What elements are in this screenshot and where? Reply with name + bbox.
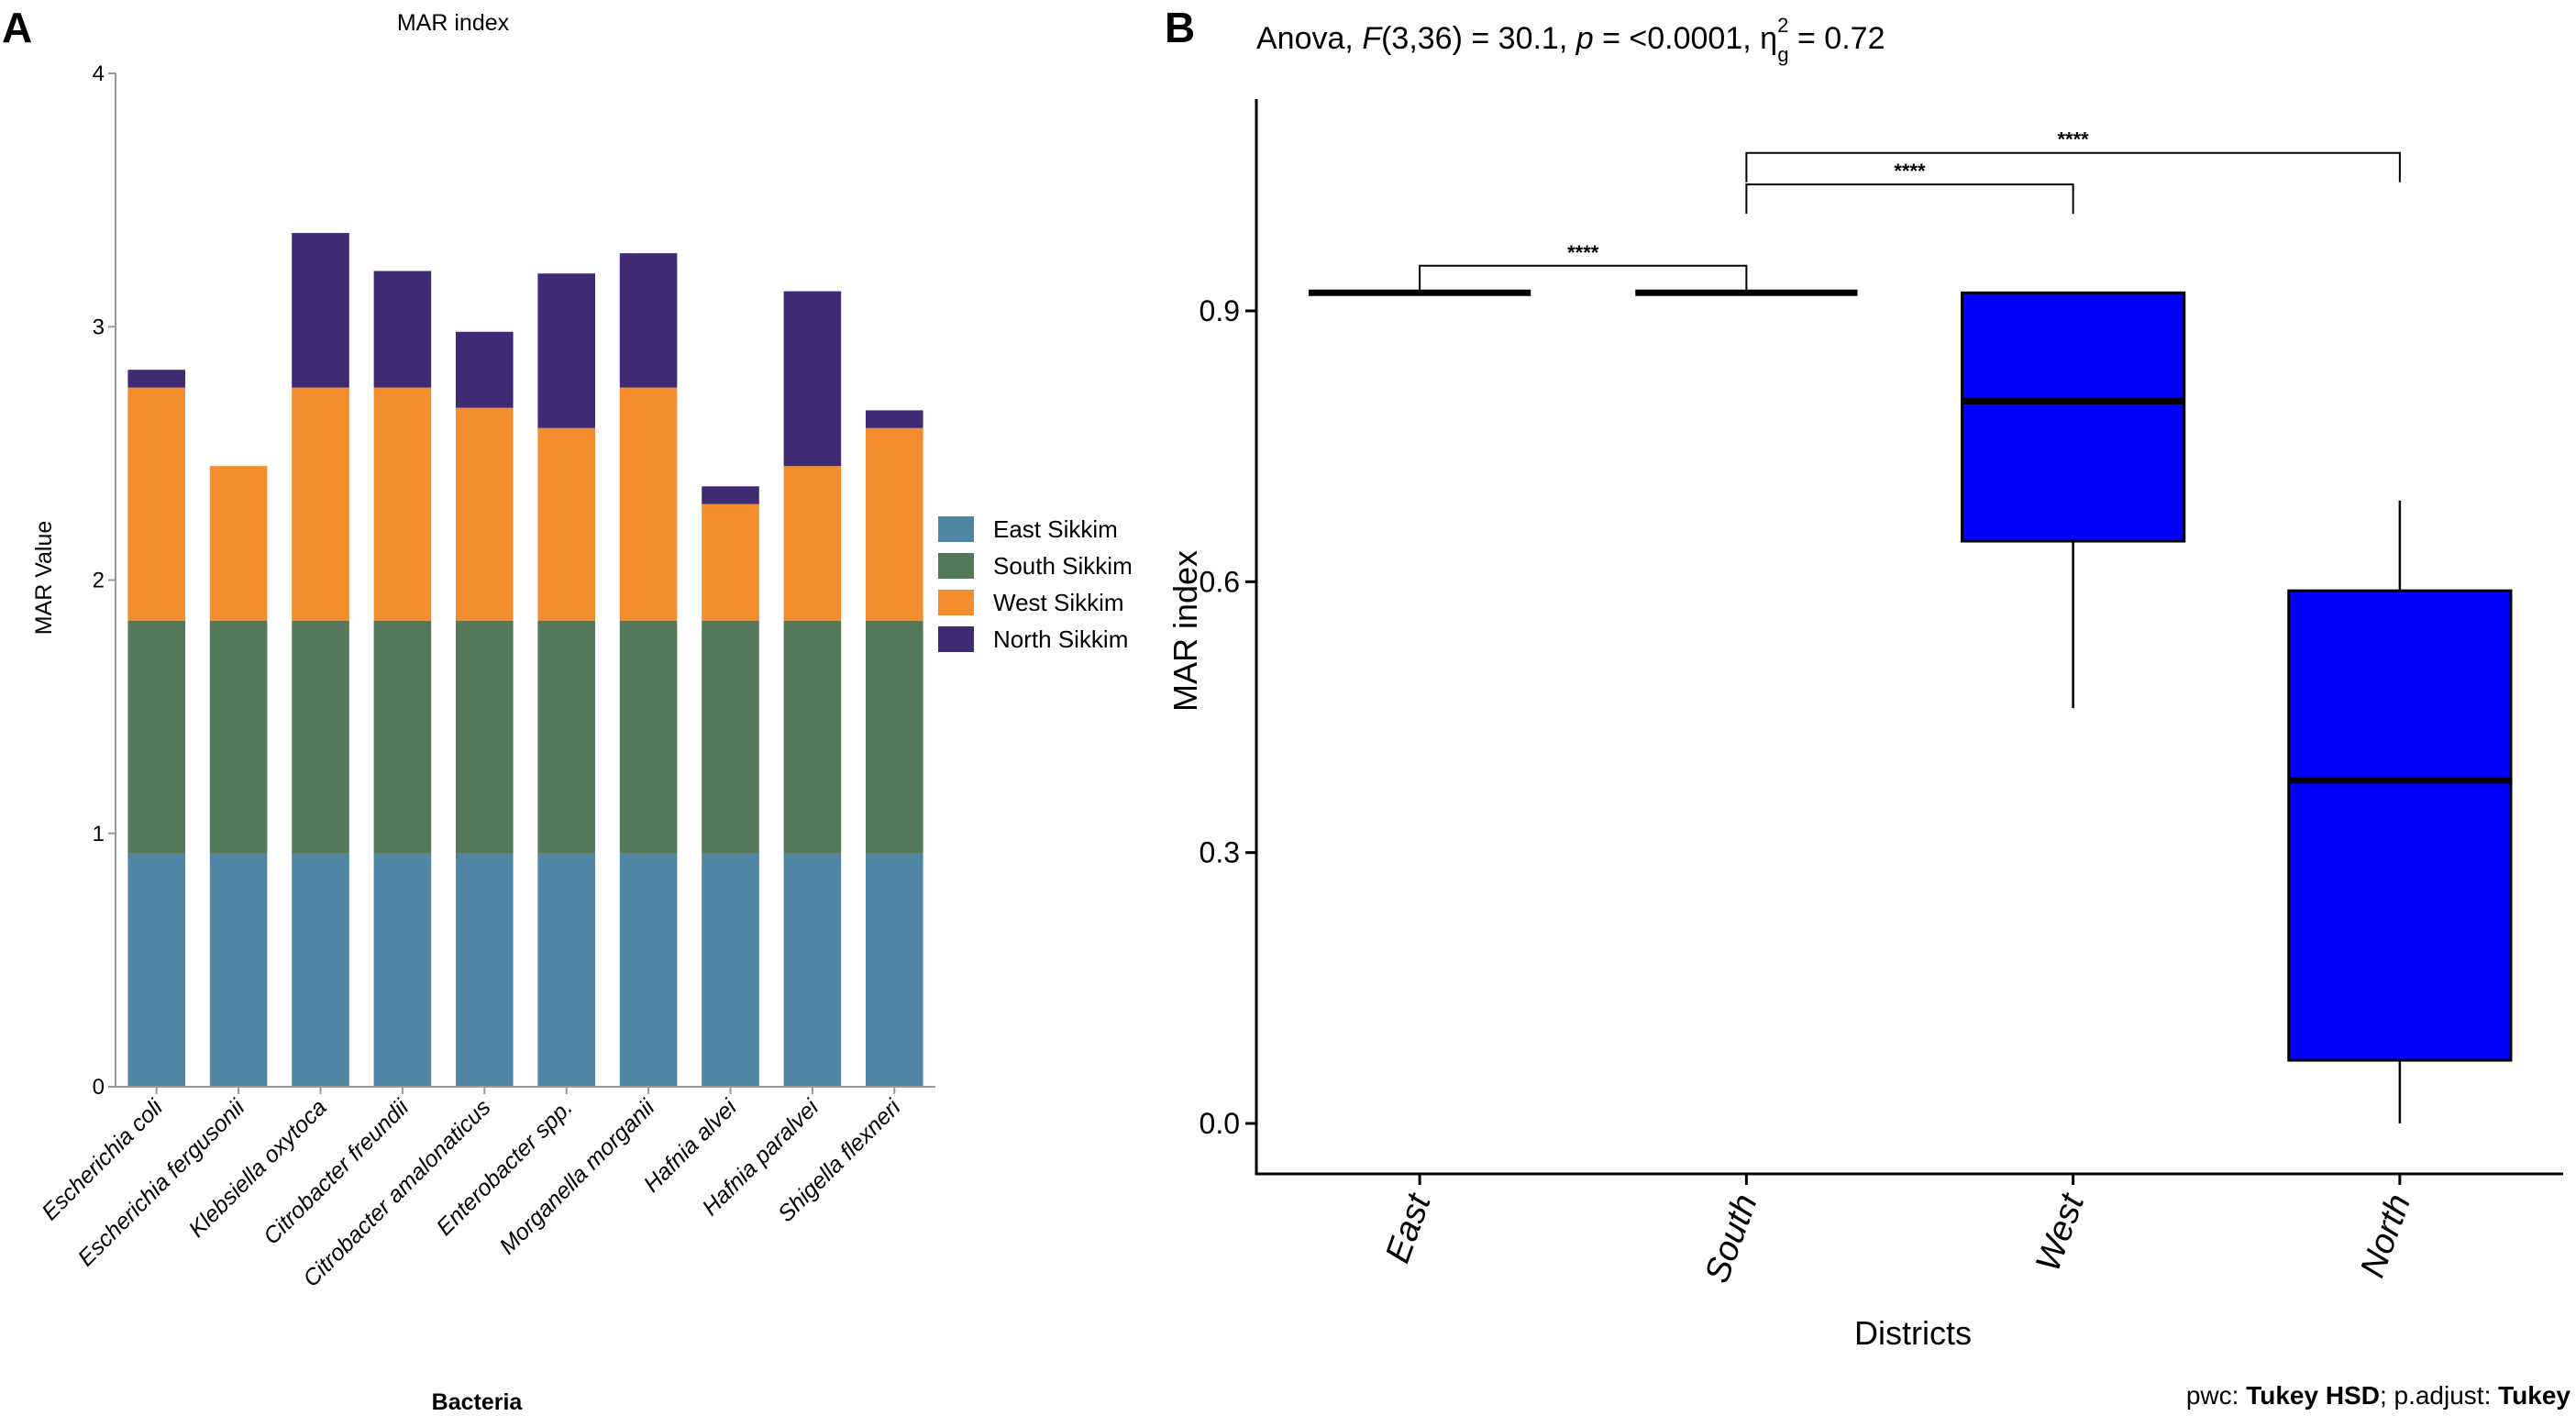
legend-swatch-north-sikkim (938, 626, 974, 652)
bar-citrobacter-freundii-west-sikkim (373, 387, 432, 621)
bar-hafnia-alvei-south-sikkim (702, 620, 759, 854)
x-tick-label-north: North (2353, 1189, 2418, 1283)
y-tick-label: 4 (93, 61, 105, 86)
legend-swatch-west-sikkim (938, 590, 974, 615)
bar-escherichia-coli-east-sikkim (127, 853, 185, 1087)
y-tick-label: 0 (93, 1075, 105, 1100)
title-part-value: = 0.72 (1789, 21, 1885, 56)
chart-a-title: MAR index (397, 10, 510, 36)
bar-enterobacter-spp-east-sikkim (537, 853, 595, 1087)
bar-klebsiella-oxytoca-south-sikkim (292, 620, 349, 854)
bar-escherichia-fergusonii-east-sikkim (209, 853, 268, 1087)
bar-citrobacter-amalonaticus-west-sikkim (456, 407, 514, 621)
bar-escherichia-fergusonii-west-sikkim (209, 466, 268, 621)
box-plot-chart: Anova, F(3,36) = 30.1, p = <0.0001, η2 g … (1166, 14, 2570, 1410)
bar-citrobacter-freundii-south-sikkim (373, 620, 432, 854)
legend-swatch-south-sikkim (938, 553, 974, 579)
box-west (1961, 291, 2186, 543)
y-tick-label: 0.3 (1200, 836, 1240, 869)
bar-shigella-flexneri-north-sikkim (866, 410, 923, 428)
bar-citrobacter-amalonaticus-east-sikkim (456, 853, 514, 1087)
legend-label-west-sikkim: West Sikkim (993, 589, 1124, 616)
bar-klebsiella-oxytoca-east-sikkim (292, 853, 349, 1087)
bar-hafnia-paralvei-north-sikkim (783, 291, 842, 467)
x-tick-label: Morganella morganii (494, 1093, 660, 1259)
panel-b-letter: B (1165, 4, 1195, 51)
x-tick-label: Enterobacter spp. (432, 1094, 578, 1240)
bar-hafnia-alvei-north-sikkim (702, 486, 759, 504)
title-part-anova: Anova, (1256, 21, 1362, 56)
legend-label-east-sikkim: East Sikkim (993, 515, 1118, 543)
y-tick-label: 0.6 (1200, 565, 1240, 598)
bar-enterobacter-spp-south-sikkim (537, 620, 595, 854)
bar-klebsiella-oxytoca-north-sikkim (292, 233, 349, 388)
bar-morganella-morganii-south-sikkim (619, 620, 678, 854)
legend-label-south-sikkim: South Sikkim (993, 552, 1133, 580)
chart-b-xlabel: Districts (1854, 1314, 1972, 1352)
significance-label-south-west: **** (1894, 160, 1926, 183)
significance-label-south-north: **** (2058, 128, 2090, 151)
bar-hafnia-alvei-west-sikkim (702, 503, 759, 621)
bar-enterobacter-spp-west-sikkim (537, 427, 595, 621)
bar-morganella-morganii-west-sikkim (619, 387, 678, 621)
title-part-sup: 2 (1777, 14, 1788, 37)
bar-citrobacter-amalonaticus-north-sikkim (456, 331, 514, 408)
bracket-east-south (1419, 264, 1748, 295)
bracket-south-west (1745, 183, 2074, 215)
x-tick-label: Escherichia fergusonii (73, 1093, 251, 1271)
x-tick-label: Klebsiella oxytoca (183, 1094, 331, 1242)
bar-hafnia-paralvei-east-sikkim (783, 853, 842, 1087)
bar-hafnia-paralvei-west-sikkim (783, 466, 842, 621)
title-part-eta: = <0.0001, η (1594, 21, 1777, 56)
bar-shigella-flexneri-south-sikkim (866, 620, 923, 854)
caption-padjust: ; p.adjust: (2380, 1381, 2498, 1410)
legend-swatch-east-sikkim (938, 516, 974, 542)
significance-label-east-south: **** (1567, 241, 1599, 264)
bar-enterobacter-spp-north-sikkim (537, 273, 595, 428)
panel-a-letter: A (2, 4, 32, 51)
y-tick-label: 3 (93, 315, 105, 339)
bar-citrobacter-amalonaticus-south-sikkim (456, 620, 514, 854)
y-tick-label: 1 (93, 822, 105, 846)
y-tick-label: 0.0 (1200, 1107, 1240, 1140)
title-part-df: (3,36) = 30.1, (1381, 21, 1576, 56)
x-tick-label-east: East (1378, 1188, 1439, 1267)
box-north (2287, 589, 2513, 1062)
legend-label-north-sikkim: North Sikkim (993, 625, 1128, 653)
stacked-bar-chart: MAR index MAR Value Bacteria 0 1 2 3 4 Esche… (31, 10, 1133, 1415)
title-part-sub: g (1777, 43, 1788, 66)
caption-pwc: pwc: (2186, 1381, 2246, 1410)
bar-citrobacter-freundii-north-sikkim (373, 271, 432, 388)
caption-tukey-hsd: Tukey HSD (2246, 1381, 2380, 1410)
bracket-south-north (1745, 151, 2401, 183)
x-tick-label-south: South (1697, 1189, 1764, 1289)
title-part-p: p (1575, 21, 1594, 56)
bar-escherichia-coli-north-sikkim (127, 370, 185, 388)
chart-b-title: Anova, F(3,36) = 30.1, p = <0.0001, η2 g … (1256, 14, 1885, 66)
bar-morganella-morganii-north-sikkim (619, 253, 678, 388)
bar-escherichia-coli-south-sikkim (127, 620, 185, 854)
bar-escherichia-fergusonii-south-sikkim (209, 620, 268, 854)
chart-b-caption: pwc: Tukey HSD; p.adjust: Tukey (2186, 1381, 2571, 1410)
bar-morganella-morganii-east-sikkim (619, 853, 678, 1087)
bar-hafnia-paralvei-south-sikkim (783, 620, 842, 854)
title-part-f: F (1362, 21, 1383, 56)
chart-b-ylabel: MAR index (1166, 550, 1204, 712)
bar-hafnia-alvei-east-sikkim (702, 853, 759, 1087)
y-tick-label: 2 (93, 569, 105, 593)
bar-shigella-flexneri-west-sikkim (866, 427, 923, 621)
x-tick-label: Citrobacter freundii (259, 1093, 415, 1249)
bar-klebsiella-oxytoca-west-sikkim (292, 387, 349, 621)
chart-a-ylabel: MAR Value (31, 521, 57, 636)
caption-tukey: Tukey (2498, 1381, 2570, 1410)
bar-citrobacter-freundii-east-sikkim (373, 853, 432, 1087)
bar-shigella-flexneri-east-sikkim (866, 853, 923, 1087)
bar-escherichia-coli-west-sikkim (127, 387, 185, 621)
y-tick-label: 0.9 (1200, 294, 1240, 327)
x-tick-label-west: West (2029, 1188, 2092, 1276)
chart-a-xlabel: Bacteria (432, 1389, 524, 1415)
